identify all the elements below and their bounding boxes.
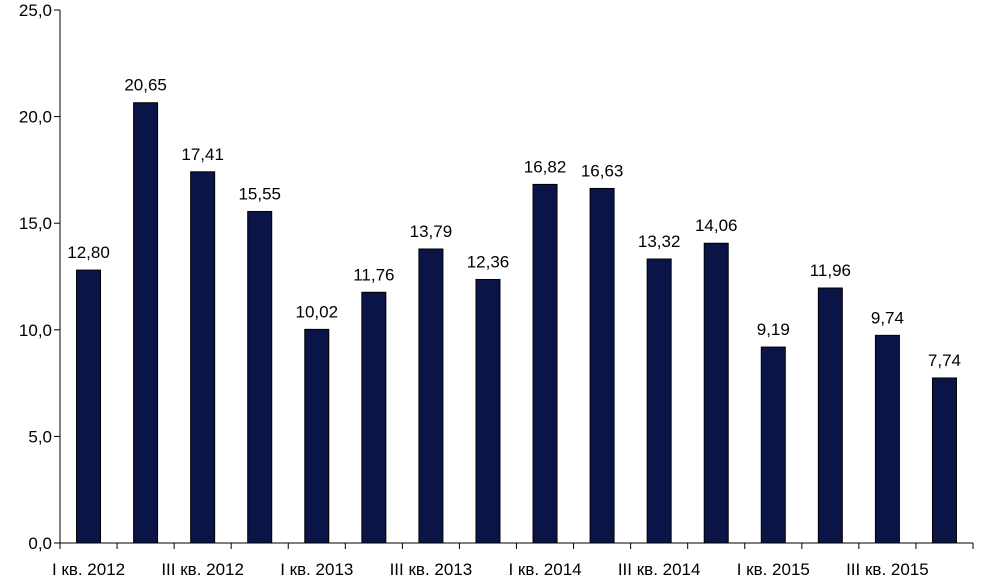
- bar-value-label: 20,65: [124, 76, 167, 95]
- bar: [589, 187, 615, 544]
- bar-value-label: 16,82: [524, 157, 567, 176]
- x-category-label: I кв. 2013: [280, 560, 353, 578]
- x-category-label: III кв. 2013: [390, 560, 473, 578]
- y-tick-label: 15,0: [19, 214, 52, 233]
- bar-value-label: 17,41: [181, 145, 224, 164]
- bar-value-label: 16,63: [581, 161, 624, 180]
- bar-value-label: 9,74: [871, 308, 904, 327]
- bar: [817, 287, 843, 544]
- bar: [76, 269, 102, 544]
- bar-value-label: 12,36: [467, 252, 510, 271]
- bar-value-label: 11,96: [810, 261, 851, 280]
- x-category-label: III кв. 2012: [161, 560, 244, 578]
- bar-value-label: 10,02: [296, 302, 339, 321]
- bar: [304, 328, 330, 544]
- bar: [646, 258, 672, 544]
- bar-value-label: 15,55: [238, 184, 281, 203]
- bar-value-label: 7,74: [928, 351, 961, 370]
- y-tick-label: 10,0: [19, 321, 52, 340]
- bar: [931, 377, 957, 544]
- y-ticks-group: 0,0 5,0 10,0 15,0 20,0 25,0: [19, 1, 60, 553]
- bar-value-label: 13,32: [638, 232, 681, 251]
- bars-group: [76, 102, 957, 544]
- bar: [703, 242, 729, 544]
- bar-value-label: 14,06: [695, 216, 738, 235]
- data-labels-group: 12,80 20,65 17,41 15,55 10,02 11,76 13,79 12,36…: [67, 76, 961, 370]
- bar: [874, 334, 900, 544]
- bar-value-label: 11,76: [353, 265, 394, 284]
- y-tick-label: 25,0: [19, 1, 52, 20]
- bar-value-label: 9,19: [757, 320, 790, 339]
- bar: [133, 102, 159, 544]
- bar-value-label: 13,79: [410, 222, 453, 241]
- x-category-label: I кв. 2014: [508, 560, 581, 578]
- bar: [247, 210, 273, 544]
- x-category-label: III кв. 2014: [618, 560, 701, 578]
- bar: [475, 278, 501, 544]
- x-category-label: III кв. 2015: [846, 560, 929, 578]
- x-ticks-group: I кв. 2012 III кв. 2012 I кв. 2013 III кв. …: [52, 543, 974, 578]
- bar: [760, 346, 786, 544]
- bar: [532, 183, 558, 544]
- y-tick-label: 20,0: [19, 108, 52, 127]
- y-tick-label: 5,0: [28, 427, 52, 446]
- bar: [190, 171, 216, 544]
- x-category-label: I кв. 2015: [737, 560, 810, 578]
- bar: [361, 291, 387, 544]
- bar-value-label: 12,80: [67, 243, 110, 262]
- x-category-label: I кв. 2012: [52, 560, 125, 578]
- y-tick-label: 0,0: [28, 534, 52, 553]
- bar: [418, 248, 444, 544]
